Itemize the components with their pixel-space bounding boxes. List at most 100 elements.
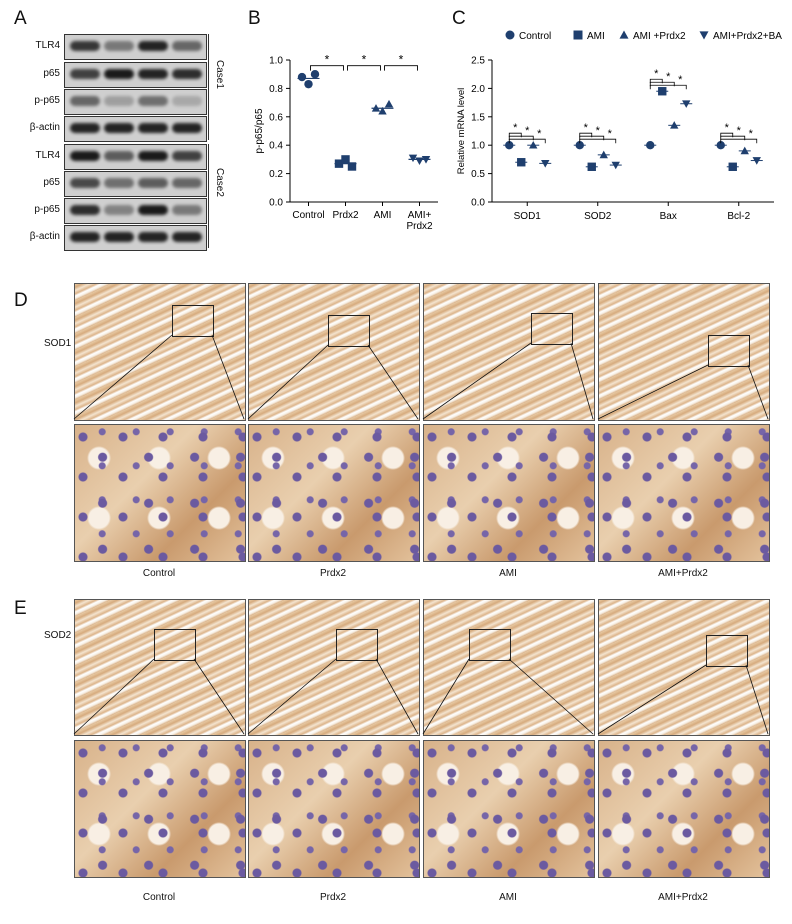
x-tick-label: Control xyxy=(292,210,324,221)
case1-bracket xyxy=(208,34,209,140)
panel-label-e: E xyxy=(14,598,27,619)
zoom-line xyxy=(367,344,419,420)
zoom-lines xyxy=(597,664,769,735)
blot-band xyxy=(138,69,168,79)
blot-band xyxy=(138,178,168,188)
y-tick-label: 0.4 xyxy=(269,141,283,152)
zoom-box xyxy=(706,635,748,667)
panel-label-d: D xyxy=(14,290,28,311)
tissue-image-high xyxy=(598,740,770,878)
significance-star: * xyxy=(537,128,542,140)
ihc-caption: Prdx2 xyxy=(319,892,347,903)
significance-star: * xyxy=(654,68,659,80)
legend-label: AMI +Prdx2 xyxy=(633,31,686,42)
significance-star: * xyxy=(325,53,330,67)
tissue-image-high xyxy=(423,424,595,562)
y-tick-label: 0.2 xyxy=(269,169,283,180)
blot-band xyxy=(138,41,168,51)
x-tick-label: SOD2 xyxy=(584,211,612,222)
tissue-image-low xyxy=(598,283,770,421)
blot-row xyxy=(64,62,207,88)
tissue-image-high xyxy=(423,740,595,878)
ihc-caption: Control xyxy=(142,568,176,579)
tissue-image-low xyxy=(423,283,595,421)
y-axis-label: p-p65/p65 xyxy=(254,108,265,153)
blot-band xyxy=(104,96,134,106)
tissue-image-high xyxy=(74,424,246,562)
blot-band xyxy=(104,69,134,79)
significance-bracket xyxy=(310,65,344,71)
blot-band xyxy=(138,96,168,106)
zoom-box xyxy=(531,313,573,345)
blot-band xyxy=(104,123,134,133)
ihc-caption: AMI+Prdx2 xyxy=(658,568,708,579)
zoom-line xyxy=(422,658,470,735)
blot-band xyxy=(70,232,100,242)
zoom-lines xyxy=(597,364,769,420)
panel-label-a: A xyxy=(14,8,27,29)
ihc-caption: AMI+Prdx2 xyxy=(658,892,708,903)
blot-row xyxy=(64,89,207,115)
significance-bracket xyxy=(720,138,758,144)
ihc-caption: Control xyxy=(142,892,176,903)
x-tick-label: Bcl-2 xyxy=(727,211,750,222)
case1-label: Case1 xyxy=(214,60,225,89)
blot-row xyxy=(64,34,207,60)
y-tick-label: 0.0 xyxy=(471,198,485,209)
zoom-box xyxy=(154,629,196,661)
case2-bracket xyxy=(208,144,209,248)
significance-star: * xyxy=(666,71,671,83)
y-tick-label: 1.5 xyxy=(471,112,485,123)
tissue-image-low xyxy=(598,599,770,736)
y-tick-label: 1.0 xyxy=(269,56,283,67)
blot-band xyxy=(104,178,134,188)
significance-bracket xyxy=(508,135,534,141)
blot-band xyxy=(172,232,202,242)
y-tick-label: 2.5 xyxy=(471,56,485,67)
significance-bracket xyxy=(720,135,746,141)
zoom-lines xyxy=(73,658,245,735)
blot-row-label: p65 xyxy=(43,177,60,188)
zoom-box xyxy=(336,629,378,661)
blot-band xyxy=(138,205,168,215)
zoom-line xyxy=(747,364,769,420)
significance-star: * xyxy=(608,128,613,140)
x-tick-label-line: Control xyxy=(292,210,324,221)
significance-bracket xyxy=(649,81,675,87)
zoom-line xyxy=(211,334,245,420)
data-point xyxy=(297,72,307,82)
zoom-line xyxy=(73,658,155,735)
data-point xyxy=(341,155,350,164)
significance-bracket xyxy=(720,132,734,138)
zoom-box xyxy=(708,335,750,367)
blot-band xyxy=(172,123,202,133)
x-tick-label-line: Prdx2 xyxy=(406,221,433,232)
case2-label: Case2 xyxy=(214,168,225,197)
chart-c: Control AMI AMI +Prdx2 AMI+Prdx2+BA 0.0 0.5 1.… xyxy=(456,30,782,222)
blot-band xyxy=(104,151,134,161)
blot-band xyxy=(70,178,100,188)
panel-label-c: C xyxy=(452,8,466,29)
significance-bracket xyxy=(579,132,593,138)
blot-row xyxy=(64,116,207,142)
significance-star: * xyxy=(678,74,683,86)
blot-row-label: TLR4 xyxy=(35,40,60,51)
y-tick-label: 1.0 xyxy=(471,141,485,152)
zoom-lines xyxy=(247,658,419,735)
blot-band xyxy=(104,232,134,242)
tissue-image-high xyxy=(598,424,770,562)
significance-star: * xyxy=(362,53,367,67)
blot-band xyxy=(70,151,100,161)
y-tick-label: 0.0 xyxy=(269,198,283,209)
significance-star: * xyxy=(399,53,404,67)
legend-marker xyxy=(699,31,709,40)
zoom-line xyxy=(375,658,419,735)
x-tick-label-line: Prdx2 xyxy=(332,210,359,221)
blot-band xyxy=(138,232,168,242)
blot-band xyxy=(70,123,100,133)
blot-band xyxy=(172,69,202,79)
y-tick-label: 0.5 xyxy=(471,169,485,180)
zoom-lines xyxy=(247,344,419,420)
data-point xyxy=(347,162,357,171)
